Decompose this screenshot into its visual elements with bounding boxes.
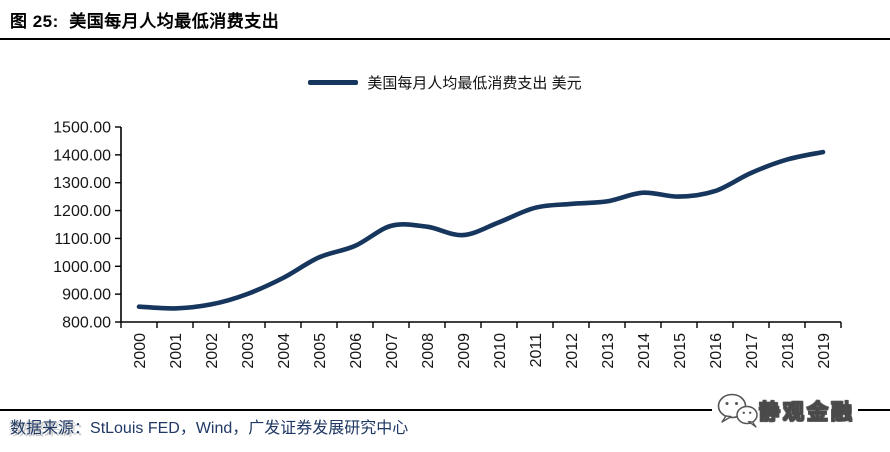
x-tick-label: 2009 <box>456 333 473 369</box>
legend-line-swatch <box>308 80 359 85</box>
chart-legend: 美国每月人均最低消费支出 美元 <box>0 72 890 93</box>
brand-logo: 静观金融 <box>712 391 858 431</box>
data-source-note: 数据来源：StLouis FED，Wind，广发证券发展研究中心 <box>10 414 408 438</box>
series-line <box>136 149 826 311</box>
y-tick-label: 900.00 <box>62 287 111 304</box>
wechat-icon <box>717 393 758 428</box>
x-tick-label: 2000 <box>132 333 149 369</box>
source-text: StLouis FED，Wind，广发证券发展研究中心 <box>90 420 409 437</box>
x-tick-label: 2014 <box>636 333 653 369</box>
source-prefix: 数据来源： <box>10 420 91 437</box>
x-tick-label: 2003 <box>240 333 257 369</box>
x-tick-label: 2013 <box>600 333 617 369</box>
title-divider <box>0 38 890 40</box>
x-tick-label: 2010 <box>492 333 509 369</box>
x-tick-label: 2018 <box>780 333 797 369</box>
x-tick-label: 2008 <box>420 333 437 369</box>
x-tick-label: 2002 <box>204 333 221 369</box>
x-tick-label: 2001 <box>168 333 185 369</box>
x-tick-label: 2004 <box>276 333 293 369</box>
y-tick-label: 1000.00 <box>53 259 111 276</box>
y-tick-label: 1500.00 <box>53 120 111 137</box>
brand-logo-text: 静观金融 <box>758 400 855 424</box>
legend-label: 美国每月人均最低消费支出 美元 <box>367 75 582 92</box>
x-tick-label: 2017 <box>744 333 761 369</box>
y-tick-label: 1400.00 <box>53 147 111 164</box>
x-tick-label: 2012 <box>564 333 581 369</box>
x-tick-label: 2011 <box>528 333 545 368</box>
x-tick-label: 2019 <box>816 333 833 369</box>
y-tick-label: 800.00 <box>62 315 111 332</box>
y-tick-label: 1300.00 <box>53 175 111 192</box>
figure-title: 图 25: 美国每月人均最低消费支出 <box>10 12 280 31</box>
y-tick-label: 1100.00 <box>54 231 111 248</box>
x-tick-label: 2005 <box>312 333 329 369</box>
x-tick-label: 2016 <box>708 333 725 369</box>
y-tick-label: 1200.00 <box>53 203 111 220</box>
footer-divider <box>0 409 890 411</box>
x-tick-label: 2015 <box>672 333 689 369</box>
x-tick-label: 2006 <box>348 333 365 369</box>
x-tick-label: 2007 <box>384 333 401 369</box>
